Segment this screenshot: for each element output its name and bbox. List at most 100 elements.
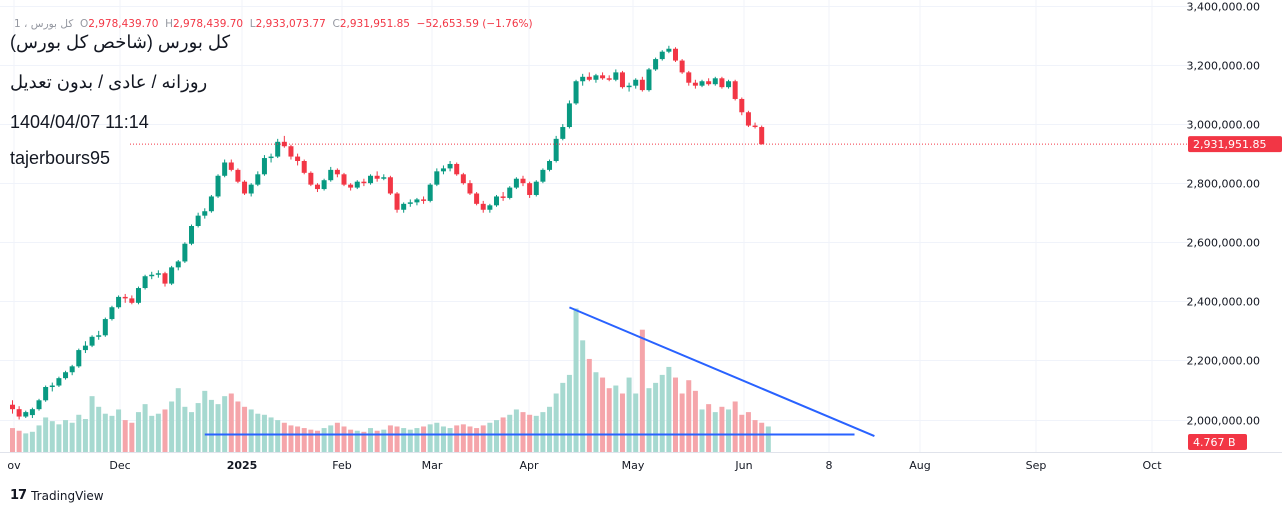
candle	[69, 364, 75, 376]
candle-body	[706, 81, 712, 85]
volume-bar	[527, 414, 533, 452]
volume-bar	[314, 430, 320, 452]
volume-bar	[248, 409, 254, 452]
volume-bar	[56, 424, 62, 452]
author-handle: tajerbours95	[10, 148, 111, 168]
volume-bar	[440, 426, 446, 452]
candle-body	[745, 112, 751, 126]
candle	[600, 72, 606, 80]
volume-bar	[76, 414, 82, 452]
candle-body	[619, 72, 625, 88]
candle-body	[719, 78, 725, 88]
candle-body	[195, 215, 201, 226]
candle	[480, 200, 486, 213]
candle-body	[361, 181, 367, 184]
volume-resistance-trendline[interactable]	[569, 306, 875, 437]
volume-bar	[686, 380, 692, 452]
candle-body	[10, 404, 15, 410]
volume-bar	[215, 404, 221, 452]
candle	[162, 271, 168, 287]
candle	[613, 69, 619, 82]
candle	[116, 295, 122, 309]
candle	[619, 70, 625, 89]
candle-body	[440, 168, 446, 172]
candle-body	[633, 79, 639, 86]
candle-body	[726, 81, 732, 88]
candle-body	[182, 243, 188, 262]
candle	[255, 171, 261, 187]
volume-bar	[102, 413, 108, 452]
candle	[23, 410, 29, 419]
candle	[407, 199, 413, 207]
volume-bar	[493, 420, 499, 452]
candle-body	[69, 366, 75, 373]
volume-bar	[195, 403, 201, 452]
candle-body	[341, 174, 347, 185]
candle-body	[281, 141, 287, 147]
candle	[421, 196, 427, 204]
last-price-tag: 2,931,951.85	[1188, 136, 1282, 153]
candle-body	[49, 385, 55, 388]
volume-bar	[600, 377, 606, 452]
volume-bar	[619, 393, 625, 452]
volume-bar	[613, 385, 619, 452]
candle	[142, 274, 148, 290]
volume-bar	[202, 390, 208, 452]
candle	[109, 305, 115, 321]
candle-body	[613, 72, 619, 80]
volume-bar	[374, 430, 380, 452]
candle-body	[580, 76, 586, 82]
candle-body	[474, 193, 480, 204]
candle-body	[547, 161, 553, 170]
x-tick-label: Sep	[1026, 459, 1047, 472]
candle-body	[560, 127, 566, 139]
candle-body	[334, 169, 340, 175]
candle-body	[679, 60, 685, 73]
trendlines[interactable]	[204, 306, 875, 437]
tradingview-logo[interactable]: 17 TradingView	[10, 488, 104, 503]
candle	[288, 144, 294, 160]
candle-body	[235, 169, 241, 182]
candle	[96, 330, 102, 340]
volume-bar	[69, 422, 75, 452]
candle	[189, 224, 195, 246]
candle-body	[520, 178, 526, 184]
volume-bar	[447, 428, 453, 452]
volume-bar	[626, 377, 632, 452]
candle	[149, 271, 155, 280]
volume-bar	[281, 422, 287, 452]
volume-bar	[261, 414, 267, 452]
candle	[633, 78, 639, 89]
candle-body	[699, 81, 705, 86]
candle-body	[381, 177, 387, 179]
candle	[712, 76, 718, 86]
candle-body	[407, 202, 413, 204]
x-tick-label: Aug	[909, 459, 930, 472]
last-price-tag-text: 2,931,951.85	[1193, 138, 1266, 151]
candle	[547, 159, 553, 172]
candle-body	[447, 163, 453, 169]
candle-body	[135, 288, 141, 303]
volume-bar	[659, 374, 665, 452]
candle-body	[427, 184, 433, 201]
candle	[248, 183, 254, 197]
volume-bar	[639, 329, 645, 452]
price-axis[interactable]: 2,000,000.00 2,200,000.00 2,400,000.00 2,60…	[1187, 1, 1260, 428]
candle-body	[275, 141, 281, 157]
volume-bar	[361, 431, 367, 452]
candle	[533, 180, 539, 197]
volume-bar	[82, 419, 88, 452]
volume-bar	[328, 425, 334, 452]
y-tick-label: 2,000,000.00	[1187, 415, 1260, 428]
volume-bar	[520, 412, 526, 452]
time-axis[interactable]: ov Dec 2025 Feb Mar Apr May Jun 8 Aug Sep Oct	[0, 452, 1282, 473]
last-price-tag-bg	[1188, 136, 1282, 153]
volume-bar	[540, 412, 546, 452]
volume-bar	[208, 399, 214, 452]
volume-bar	[699, 409, 705, 452]
volume-bar	[129, 422, 135, 452]
volume-bar	[116, 409, 122, 452]
candle-body	[149, 274, 155, 277]
candle-body	[573, 81, 579, 104]
